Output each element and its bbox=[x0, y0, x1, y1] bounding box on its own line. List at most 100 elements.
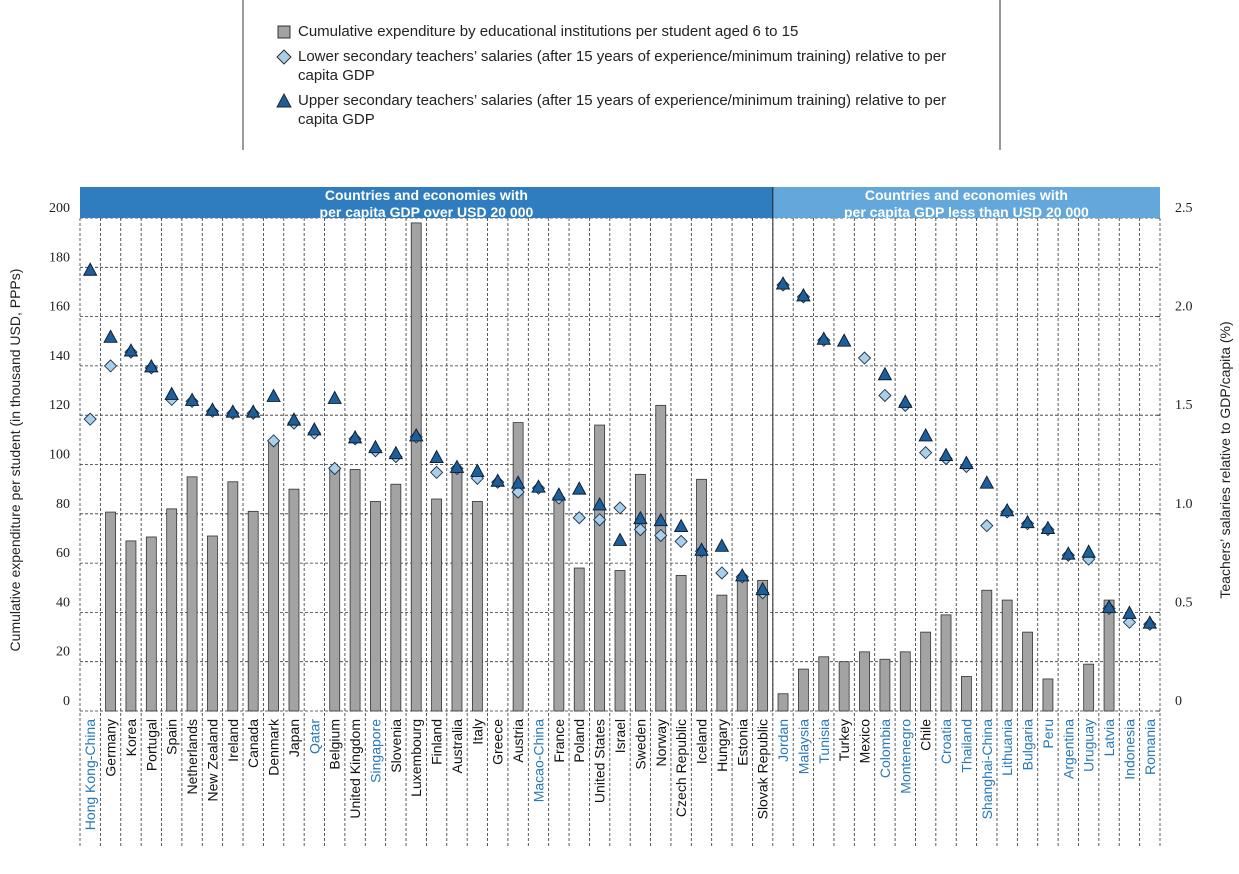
x-tick-label: Jordan bbox=[775, 719, 791, 762]
diamond-marker bbox=[654, 528, 668, 543]
x-tick-label: Thailand bbox=[958, 719, 974, 773]
bar bbox=[553, 498, 565, 712]
x-tick-label: Chile bbox=[918, 719, 934, 751]
triangle-marker bbox=[1101, 599, 1117, 613]
x-tick-label: Luxembourg bbox=[408, 719, 424, 797]
x-tick-label: Mexico bbox=[857, 719, 873, 764]
bar bbox=[961, 676, 972, 712]
x-tick-label: Greece bbox=[490, 719, 506, 765]
x-tick-label: Estonia bbox=[734, 719, 750, 766]
group-title: per capita GDP over USD 20 000 bbox=[320, 204, 534, 220]
triangle-marker bbox=[1081, 544, 1096, 558]
x-tick-label: Indonesia bbox=[1121, 719, 1137, 780]
bar bbox=[349, 469, 361, 712]
diamond-marker bbox=[103, 359, 118, 373]
triangle-marker bbox=[1122, 605, 1137, 619]
triangle-marker bbox=[592, 496, 607, 511]
x-tick-label: Belgium bbox=[327, 719, 343, 770]
bar bbox=[125, 540, 137, 712]
bar bbox=[105, 511, 116, 712]
bar bbox=[634, 473, 646, 712]
x-tick-label: Latvia bbox=[1101, 719, 1117, 757]
y2-tick-label: 1.5 bbox=[1175, 398, 1193, 413]
bar bbox=[879, 658, 891, 712]
legend-swatch bbox=[276, 93, 292, 108]
diamond-marker bbox=[980, 518, 994, 533]
triangle-marker bbox=[999, 502, 1015, 517]
group-header bbox=[772, 187, 1160, 218]
x-tick-label: Shanghai-China bbox=[979, 719, 995, 820]
x-tick-label: Australia bbox=[449, 719, 465, 774]
triangle-marker bbox=[490, 473, 505, 487]
y-tick-label: 100 bbox=[49, 448, 70, 463]
triangle-marker bbox=[653, 512, 669, 527]
x-tick-label: Tunisia bbox=[816, 719, 832, 764]
triangle-marker bbox=[694, 542, 709, 556]
bar bbox=[1083, 663, 1095, 712]
x-tick-label: Macao-China bbox=[530, 719, 546, 802]
y2-tick-label: 0.5 bbox=[1175, 595, 1193, 610]
legend-swatch bbox=[276, 49, 292, 65]
x-tick-label: Romania bbox=[1142, 719, 1158, 775]
group-title: Countries and economies with bbox=[865, 187, 1068, 203]
triangle-marker bbox=[144, 358, 159, 373]
legend-item: Lower secondary teachers’ salaries (afte… bbox=[276, 47, 976, 85]
bar bbox=[1042, 678, 1054, 712]
legend-marker bbox=[276, 93, 292, 108]
x-tick-label: Lithuania bbox=[999, 719, 1015, 776]
triangle-marker bbox=[959, 455, 974, 469]
bar bbox=[1022, 631, 1033, 712]
triangle-marker bbox=[429, 449, 444, 464]
y-tick-label: 0 bbox=[63, 694, 70, 709]
legend-label: Upper secondary teachers’ salaries (afte… bbox=[298, 92, 947, 128]
x-tick-label: Norway bbox=[653, 719, 669, 766]
triangle-marker bbox=[368, 439, 383, 454]
x-tick-label: Poland bbox=[571, 719, 587, 763]
x-tick-label: Slovak Republic bbox=[755, 719, 771, 819]
bar bbox=[696, 478, 707, 712]
x-tick-label: Malaysia bbox=[795, 719, 811, 774]
x-tick-label: Slovenia bbox=[388, 719, 404, 773]
y-tick-label: 60 bbox=[56, 546, 70, 561]
triangle-marker bbox=[877, 366, 893, 381]
triangle-marker bbox=[307, 422, 322, 436]
diamond-marker bbox=[572, 511, 586, 525]
x-tick-label: Italy bbox=[469, 719, 485, 745]
triangle-marker bbox=[816, 331, 832, 345]
legend-item: Cumulative expenditure by educational in… bbox=[276, 22, 976, 41]
bar bbox=[431, 498, 443, 712]
triangle-marker bbox=[225, 404, 241, 418]
triangle-marker bbox=[408, 427, 424, 442]
x-tick-label: Finland bbox=[429, 719, 445, 765]
bar bbox=[859, 651, 870, 712]
bar bbox=[145, 536, 157, 712]
group-title: Countries and economies with bbox=[325, 187, 528, 203]
x-tick-label: Croatia bbox=[938, 719, 954, 764]
x-tick-label: Colombia bbox=[877, 719, 893, 778]
y2-tick-label: 2.5 bbox=[1175, 201, 1193, 216]
bar bbox=[777, 693, 789, 712]
triangle-marker bbox=[796, 287, 811, 302]
bar bbox=[594, 424, 606, 712]
bar bbox=[390, 483, 402, 712]
x-tick-label: Singapore bbox=[367, 719, 383, 783]
diamond-marker bbox=[674, 534, 688, 549]
bar bbox=[370, 501, 381, 712]
legend-marker bbox=[276, 49, 292, 65]
y2-tick-label: 2.0 bbox=[1175, 300, 1193, 315]
triangle-marker bbox=[266, 388, 281, 402]
legend-marker bbox=[277, 25, 291, 39]
bar bbox=[614, 570, 626, 712]
triangle-marker bbox=[755, 581, 770, 596]
x-tick-label: Portugal bbox=[143, 719, 159, 771]
bar bbox=[981, 589, 993, 712]
triangle-marker bbox=[938, 447, 954, 462]
y-axis-title: Cumulative expenditure per student (in t… bbox=[7, 269, 23, 652]
triangle-marker bbox=[775, 276, 791, 290]
y2-tick-label: 1.0 bbox=[1175, 497, 1193, 512]
diamond-marker bbox=[1122, 615, 1137, 629]
triangle-marker bbox=[979, 475, 995, 489]
diamond-marker bbox=[715, 566, 729, 580]
triangle-marker bbox=[918, 427, 933, 442]
